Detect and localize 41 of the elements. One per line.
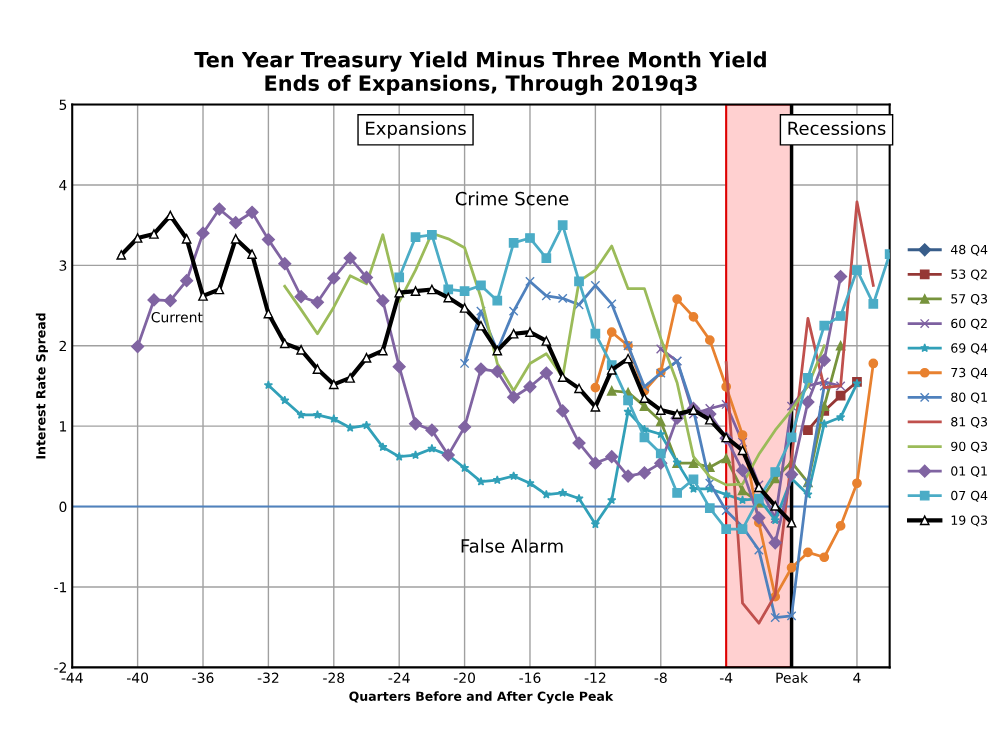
legend-label: 01 Q1: [951, 466, 987, 478]
legend-label: 60 Q2: [951, 318, 987, 330]
x-tick-label: -44: [61, 672, 83, 683]
legend-label: 19 Q3: [951, 515, 987, 527]
x-tick-label: -40: [126, 672, 149, 684]
x-tick-label: -32: [257, 672, 279, 684]
legend-label: 69 Q4: [951, 343, 988, 355]
y-tick-label: -2: [54, 662, 66, 673]
legend-label: 07 Q4: [951, 490, 988, 502]
y-tick-label: 0: [59, 501, 67, 513]
legend-label: 81 Q3: [951, 417, 987, 428]
x-tick-label: -4: [719, 672, 733, 683]
x-tick-label: -20: [453, 672, 476, 684]
legend-label: 48 Q4: [950, 244, 988, 256]
y-tick-label: 5: [59, 99, 67, 111]
legend-label: 57 Q3: [951, 294, 987, 305]
x-tick-label: -24: [388, 672, 410, 683]
x-tick-label: -28: [323, 672, 345, 684]
annotation: Crime Scene: [455, 191, 569, 206]
y-tick-label: 1: [60, 421, 67, 432]
y-axis-title: Interest Rate Spread: [35, 313, 48, 459]
x-tick-label: 4: [853, 672, 861, 683]
y-tick-label: 2: [59, 340, 66, 352]
annotation: False Alarm: [461, 538, 563, 553]
x-tick-label: Peak: [776, 672, 809, 684]
annotation: Expansions: [366, 121, 466, 139]
y-tick-label: -1: [54, 582, 67, 593]
legend-label: 80 Q1: [951, 392, 987, 404]
annotation: Current: [151, 311, 203, 323]
x-axis-title: Quarters Before and After Cycle Peak: [349, 691, 614, 704]
x-tick-label: -8: [654, 672, 667, 684]
x-tick-label: -12: [584, 672, 606, 683]
x-tick-label: -36: [192, 672, 214, 684]
annotation: Recessions: [788, 121, 886, 136]
y-tick-label: 4: [59, 180, 67, 191]
legend-label: 53 Q2: [951, 269, 987, 281]
x-tick-label: -16: [519, 672, 541, 684]
chart-title: Ten Year Treasury Yield Minus Three Month Yield Ends of Expansions, Through 2019q3: [194, 51, 766, 96]
y-tick-label: 3: [59, 260, 67, 271]
legend-label: 90 Q3: [951, 441, 987, 453]
legend-label: 73 Q4: [951, 367, 988, 379]
